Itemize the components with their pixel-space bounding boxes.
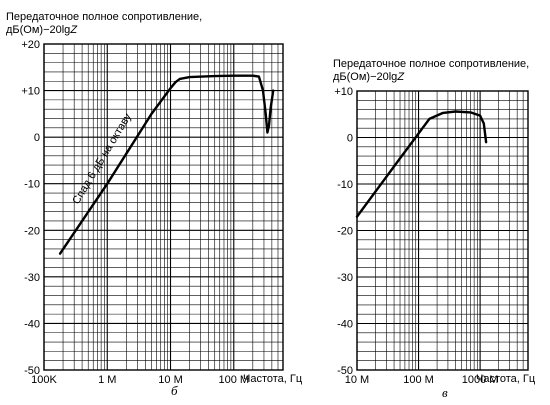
y-tick-label: -50 [24,365,40,377]
series-line [355,110,488,218]
y-tick-label: 0 [34,132,40,144]
x-tick-label: 10 M [345,374,369,386]
chart-panel-b: Передаточное полное сопротивление, дБ(Ом… [6,11,303,398]
y-axis-title-line1-v: Передаточное полное сопротивление, [333,58,529,70]
x-axis-title-b: Частота, Гц [243,373,303,385]
x-tick-label: 100 M [403,374,434,386]
y-tick-label: -40 [337,319,353,331]
plot-frame [43,43,284,371]
y-axis-title-line1: Передаточное полное сопротивление, [6,11,202,23]
y-tick-label: +10 [334,86,353,98]
y-tick-label: +20 [21,39,40,51]
y-tick-label: -50 [337,365,353,377]
gridlines-v [356,90,529,371]
series-curve-v [355,110,488,218]
x-tick-label: 1000 M [462,374,499,386]
plot-frame [356,90,529,371]
y-tick-label: -10 [24,179,40,191]
panel-label-v: в [442,385,448,400]
y-axis-title-line2: дБ(Ом)−20lgZ [6,24,78,36]
gridlines-b [43,43,284,371]
y-tick-label: 0 [347,133,353,145]
x-tick-label: 10 M [158,374,182,386]
x-tick-label: 100K [31,374,57,386]
y-tick-label: +10 [21,86,40,98]
y-tick-label: -20 [24,225,40,237]
x-tick-label: 100 M [218,374,249,386]
x-axis-title-v: Частота, Гц [476,373,536,385]
series-line [58,74,275,255]
y-tick-label: -30 [337,272,353,284]
y-tick-label: -20 [337,226,353,238]
series-curve-b [58,74,275,255]
chart-panel-v: Передаточное полное сопротивление, дБ(Ом… [333,58,536,400]
panel-label-b: б [171,383,178,398]
y-tick-label: -30 [24,272,40,284]
y-axis-title-line2-v: дБ(Ом)−20lgZ [333,71,405,83]
y-tick-label: -40 [24,318,40,330]
x-tick-label: 1 M [98,374,116,386]
y-tick-label: -10 [337,179,353,191]
